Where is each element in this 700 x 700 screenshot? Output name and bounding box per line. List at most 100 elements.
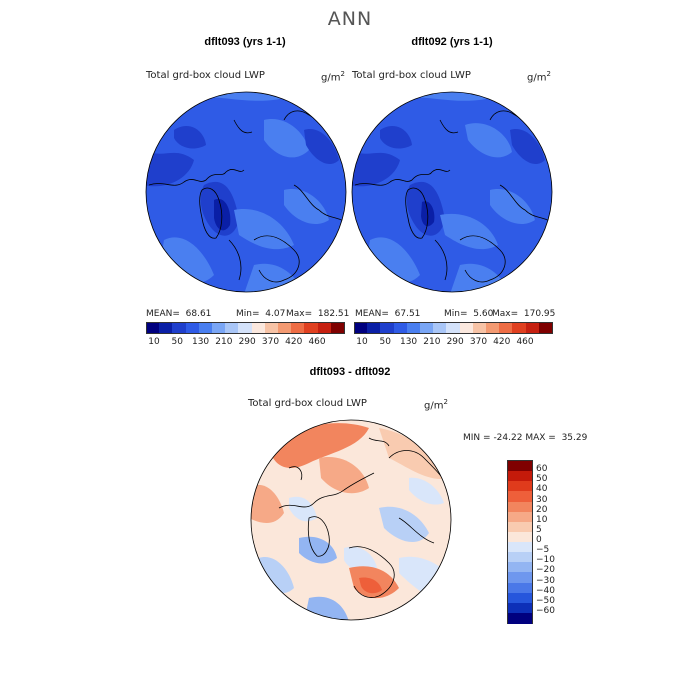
colorbar-swatch — [185, 322, 200, 333]
right-units: g/m2 — [527, 70, 551, 84]
colorbar-label: 290 — [238, 337, 256, 347]
colorbar-swatch — [512, 322, 527, 333]
colorbar-swatch — [446, 322, 461, 333]
colorbar-label: 210 — [215, 337, 233, 347]
colorbar-label: 50 — [171, 337, 184, 347]
colorbar-swatch — [317, 322, 332, 333]
colorbar-swatch — [367, 322, 381, 333]
colorbar-swatch — [354, 322, 368, 333]
left-polar-map — [145, 91, 347, 293]
colorbar-swatch — [538, 322, 553, 333]
colorbar-label: −5 — [536, 545, 550, 556]
colorbar-swatch — [330, 322, 345, 333]
diff-colorbar-labels: 60 50 40 30 20 10 5 0 −5 −10 −20 −30 −40 −50 −60 — [536, 460, 576, 622]
colorbar-swatch — [508, 491, 532, 502]
colorbar-swatch — [198, 322, 213, 333]
diff-polar-map — [250, 419, 452, 621]
colorbar-label: 460 — [516, 337, 534, 347]
colorbar-label: 10 — [356, 337, 368, 347]
colorbar-swatch — [472, 322, 487, 333]
colorbar-swatch — [225, 322, 239, 333]
right-stats-max: Max= 170.95 — [492, 309, 556, 319]
colorbar-swatch — [159, 322, 173, 333]
left-field-name: Total grd-box cloud LWP — [146, 70, 265, 81]
colorbar-swatch — [508, 602, 532, 614]
colorbar-label: −30 — [536, 575, 555, 586]
colorbar-swatch — [486, 322, 500, 333]
colorbar-swatch — [264, 322, 279, 333]
colorbar-swatch — [420, 322, 434, 333]
diff-colorbar — [507, 460, 533, 624]
colorbar-label: 370 — [261, 337, 280, 347]
colorbar-label: 5 — [536, 524, 542, 535]
colorbar-label: −20 — [536, 565, 555, 576]
colorbar-label: 30 — [536, 494, 548, 505]
colorbar-swatch — [508, 461, 532, 472]
colorbar-label: −40 — [536, 585, 555, 596]
colorbar-label: 130 — [191, 337, 210, 347]
colorbar-swatch — [508, 521, 532, 533]
colorbar-swatch — [508, 592, 532, 604]
colorbar-outline — [354, 322, 553, 334]
colorbar-swatch — [508, 511, 532, 523]
colorbar-swatch — [525, 322, 540, 333]
colorbar-swatch — [406, 322, 421, 333]
diff-field-name: Total grd-box cloud LWP — [248, 398, 367, 409]
colorbar-label: 50 — [379, 337, 392, 347]
colorbar-label: −50 — [536, 595, 555, 606]
colorbar-swatch — [508, 612, 532, 624]
right-polar-map — [351, 91, 553, 293]
left-panel-title: dflt093 (yrs 1-1) — [204, 36, 286, 48]
colorbar-label: 370 — [469, 337, 488, 347]
colorbar-swatch — [508, 562, 532, 573]
colorbar-label: 10 — [148, 337, 160, 347]
diff-min-max: MIN = -24.22 MAX = 35.29 — [463, 433, 588, 443]
colorbar-label: 50 — [536, 474, 548, 485]
colorbar-label: 420 — [493, 337, 511, 347]
left-units: g/m2 — [321, 70, 345, 84]
colorbar-outline — [146, 322, 345, 334]
left-colorbar — [146, 322, 345, 334]
colorbar-swatch — [278, 322, 292, 333]
colorbar-swatch — [508, 542, 532, 553]
colorbar-label: 130 — [399, 337, 418, 347]
colorbar-swatch — [508, 531, 532, 543]
colorbar-swatch — [238, 322, 253, 333]
colorbar-label: 0 — [536, 535, 542, 545]
colorbar-swatch — [304, 322, 319, 333]
left-stats-max: Max= 182.51 — [286, 309, 350, 319]
figure-title: ANN — [327, 8, 373, 30]
left-stats-mean: MEAN= 68.61 — [146, 309, 212, 319]
right-colorbar — [354, 322, 553, 334]
colorbar-label: 20 — [536, 504, 548, 515]
colorbar-swatch — [172, 322, 187, 333]
right-field-name: Total grd-box cloud LWP — [352, 70, 471, 81]
colorbar-swatch — [508, 501, 532, 513]
colorbar-swatch — [146, 322, 160, 333]
colorbar-swatch — [508, 582, 532, 594]
colorbar-swatch — [508, 471, 532, 482]
colorbar-swatch — [508, 552, 532, 563]
right-stats-min: Min= 5.60 — [444, 309, 494, 319]
colorbar-swatch — [508, 481, 532, 492]
right-stats-mean: MEAN= 67.51 — [355, 309, 421, 319]
colorbar-label: 460 — [308, 337, 326, 347]
right-colorbar-labels: 10 50 130 210 290 370 420 460 — [354, 337, 552, 349]
diff-units: g/m2 — [424, 398, 448, 412]
colorbar-label: 40 — [536, 484, 548, 495]
colorbar-swatch — [393, 322, 408, 333]
colorbar-label: 210 — [423, 337, 441, 347]
colorbar-swatch — [251, 322, 266, 333]
colorbar-swatch — [508, 572, 532, 583]
left-stats-min: Min= 4.07 — [236, 309, 286, 319]
diff-panel-title: dflt093 - dflt092 — [309, 366, 391, 378]
colorbar-swatch — [459, 322, 474, 333]
colorbar-label: 10 — [536, 514, 548, 525]
colorbar-swatch — [380, 322, 395, 333]
colorbar-swatch — [433, 322, 447, 333]
colorbar-swatch — [212, 322, 226, 333]
colorbar-swatch — [291, 322, 305, 333]
right-panel-title: dflt092 (yrs 1-1) — [411, 36, 493, 48]
colorbar-label: −60 — [536, 605, 555, 616]
colorbar-swatch — [499, 322, 513, 333]
